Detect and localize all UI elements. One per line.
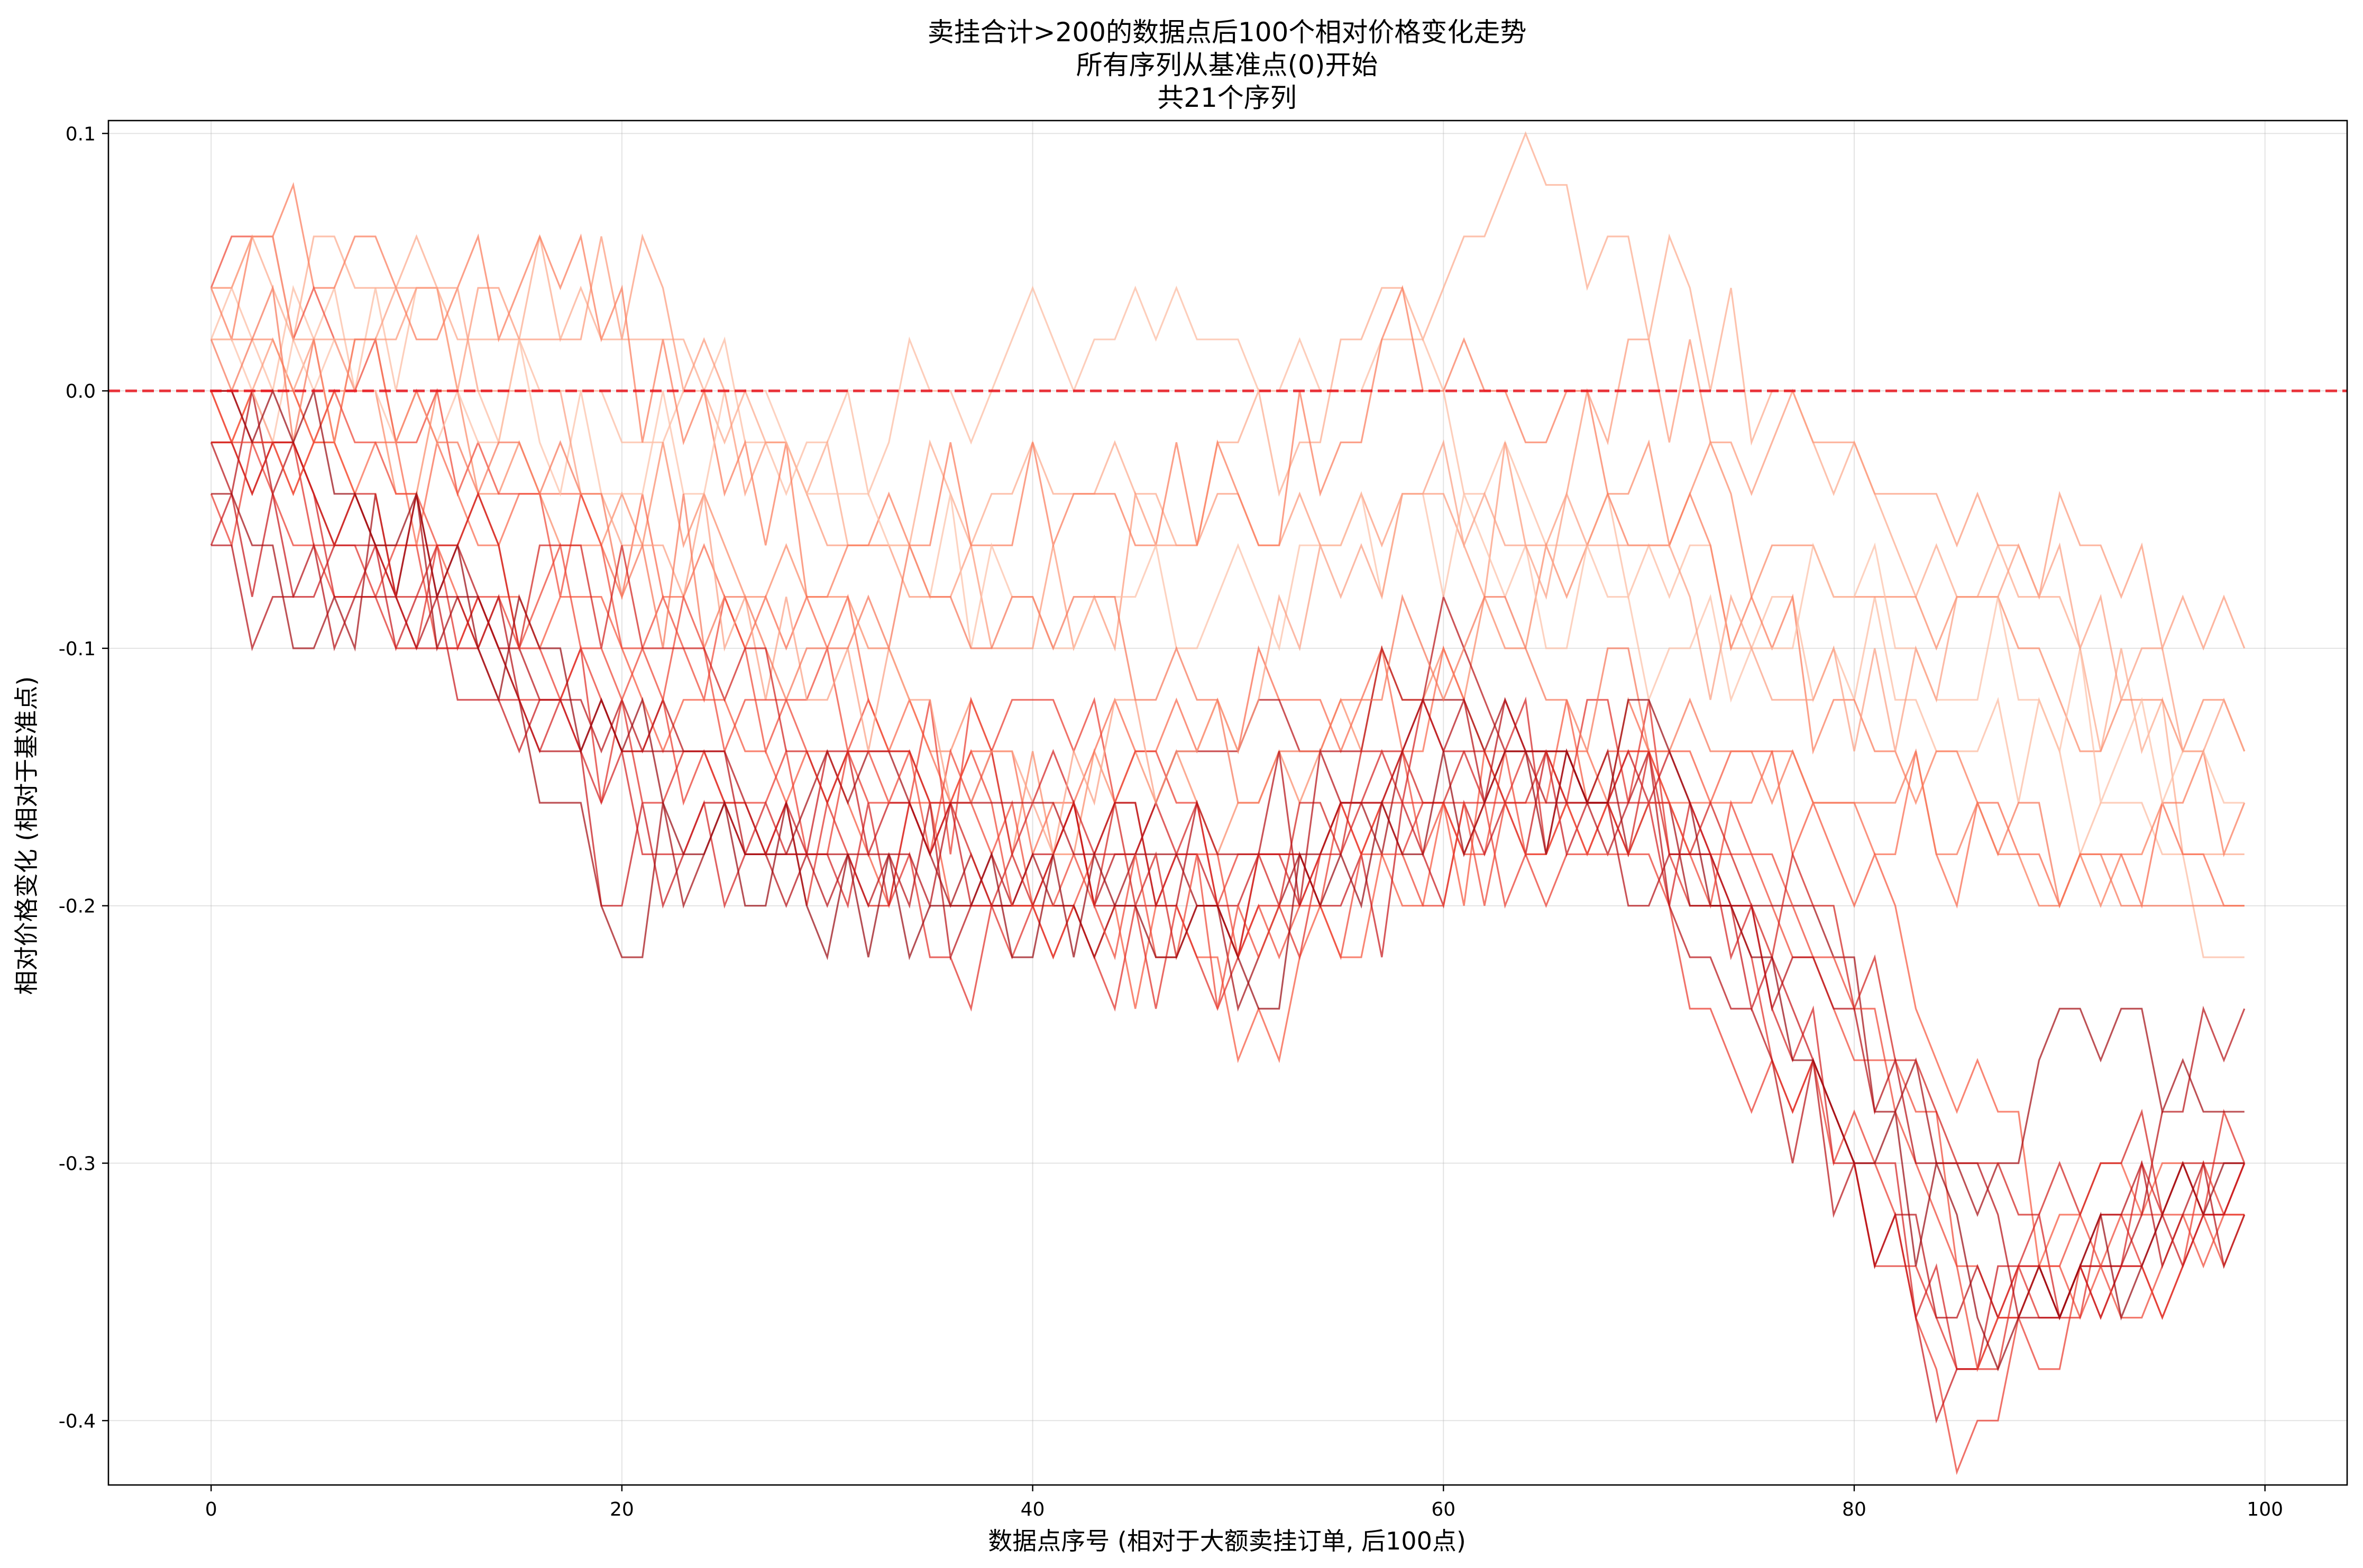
series-line-18 bbox=[210, 388, 2246, 1372]
x-tick-label: 80 bbox=[1842, 1499, 1866, 1520]
x-tick-label: 60 bbox=[1431, 1499, 1455, 1520]
series-line-4 bbox=[211, 338, 2246, 857]
chart-title-line-3: 共21个序列 bbox=[1157, 82, 1297, 113]
y-axis-label: 相对价格变化 (相对于基准点) bbox=[12, 676, 41, 995]
x-tick-label: 40 bbox=[1021, 1499, 1045, 1520]
y-tick-label: -0.1 bbox=[59, 638, 96, 660]
series-line-21 bbox=[211, 388, 2245, 1372]
series-line-7 bbox=[210, 390, 2246, 1270]
series-line-17 bbox=[210, 285, 2245, 909]
y-tick-label: 0.1 bbox=[66, 123, 96, 145]
plot-area-frame bbox=[107, 120, 2348, 1486]
y-tick-label: 0.0 bbox=[66, 381, 96, 402]
y-tick-label: -0.2 bbox=[59, 896, 96, 918]
series-lines bbox=[210, 131, 2246, 1475]
series-line-2 bbox=[211, 131, 2245, 855]
x-axis-label: 数据点序号 (相对于大额卖挂订单, 后100点) bbox=[988, 1527, 1466, 1555]
y-tick-label: -0.4 bbox=[59, 1410, 96, 1432]
x-tick-label: 0 bbox=[205, 1499, 217, 1520]
x-tick-label: 100 bbox=[2247, 1499, 2283, 1520]
axis-ticks: 0 20 40 60 80 100 0.1 0.0 -0.1 -0.2 -0.3 -0.4 bbox=[59, 123, 2283, 1520]
series-line-3 bbox=[211, 233, 2246, 652]
y-tick-label: -0.3 bbox=[59, 1153, 96, 1175]
series-line-20 bbox=[211, 542, 2246, 1319]
x-tick-label: 20 bbox=[610, 1499, 634, 1520]
chart-title-line-1: 卖挂合计>200的数据点后100个相对价格变化走势 bbox=[928, 17, 1527, 48]
chart-title-line-2: 所有序列从基准点(0)开始 bbox=[1076, 50, 1378, 80]
